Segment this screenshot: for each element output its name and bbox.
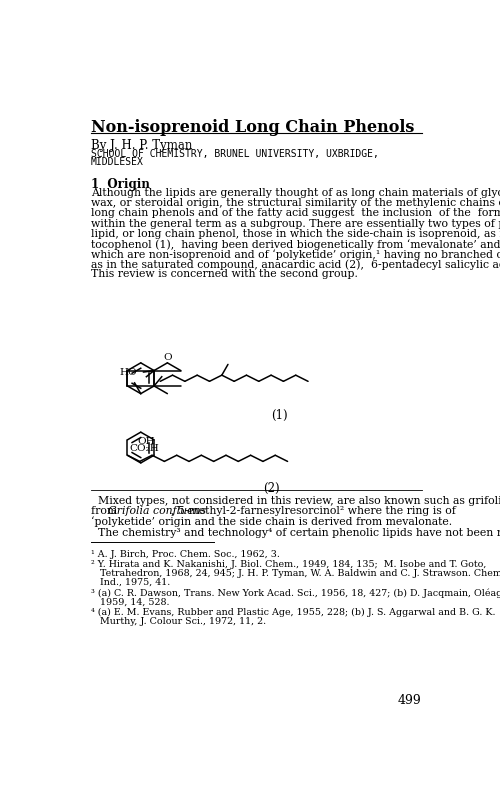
Text: ¹ A. J. Birch, Proc. Chem. Soc., 1962, 3.: ¹ A. J. Birch, Proc. Chem. Soc., 1962, 3…	[90, 550, 280, 559]
Text: , 5-methyl-2-farnesylresorcinol² where the ring is of: , 5-methyl-2-farnesylresorcinol² where t…	[171, 506, 456, 516]
Text: 1959, 14, 528.: 1959, 14, 528.	[90, 597, 169, 607]
Text: which are non-isoprenoid and of ‘polyketide’ origin,¹ having no branched chains,: which are non-isoprenoid and of ‘polyket…	[90, 249, 500, 260]
Text: This review is concerned with the second group.: This review is concerned with the second…	[90, 270, 358, 279]
Text: ‘polyketide’ origin and the side chain is derived from mevalonate.: ‘polyketide’ origin and the side chain i…	[90, 517, 452, 527]
Text: lipid, or long chain phenol, those in which the side-chain is isoprenoid, as in : lipid, or long chain phenol, those in wh…	[90, 228, 500, 239]
Text: OH: OH	[137, 437, 154, 446]
Text: tocophenol (1),  having been derived biogenetically from ‘mevalonate’ and those: tocophenol (1), having been derived biog…	[90, 239, 500, 249]
Text: Although the lipids are generally thought of as long chain materials of glycerid: Although the lipids are generally though…	[90, 188, 500, 198]
Text: ² Y. Hirata and K. Nakanishi, J. Biol. Chem., 1949, 184, 135;  M. Isobe and T. G: ² Y. Hirata and K. Nakanishi, J. Biol. C…	[90, 561, 486, 569]
Text: Tetrahedron, 1968, 24, 945; J. H. P. Tyman, W. A. Baldwin and C. J. Strawson. Ch: Tetrahedron, 1968, 24, 945; J. H. P. Tym…	[90, 569, 500, 578]
Text: SCHOOL OF CHEMISTRY, BRUNEL UNIVERSITY, UXBRIDGE,: SCHOOL OF CHEMISTRY, BRUNEL UNIVERSITY, …	[90, 149, 379, 159]
Text: Non-isoprenoid Long Chain Phenols: Non-isoprenoid Long Chain Phenols	[90, 119, 414, 136]
Text: within the general term as a subgroup. There are essentially two types of phenol: within the general term as a subgroup. T…	[90, 219, 500, 228]
Text: ³ (a) C. R. Dawson, Trans. New York Acad. Sci., 1956, 18, 427; (b) D. Jacqmain, : ³ (a) C. R. Dawson, Trans. New York Acad…	[90, 588, 500, 598]
Text: HO: HO	[120, 369, 137, 377]
Text: 1  Origin: 1 Origin	[90, 178, 150, 191]
Text: Grifolia confluens: Grifolia confluens	[108, 506, 206, 516]
Text: MIDDLESEX: MIDDLESEX	[90, 157, 144, 167]
Text: By J. H. P. Tyman: By J. H. P. Tyman	[90, 139, 192, 151]
Text: CO₂H: CO₂H	[130, 444, 160, 453]
Text: The chemistry³ and technology⁴ of certain phenolic lipids have not been re-: The chemistry³ and technology⁴ of certai…	[90, 528, 500, 538]
Text: Mixed types, not considered in this review, are also known such as grifolin: Mixed types, not considered in this revi…	[90, 496, 500, 506]
Text: from: from	[90, 506, 120, 516]
Text: wax, or steroidal origin, the structural similarity of the methylenic chains of : wax, or steroidal origin, the structural…	[90, 198, 500, 208]
Text: (2): (2)	[264, 482, 280, 495]
Text: (1): (1)	[271, 409, 287, 422]
Text: Ind., 1975, 41.: Ind., 1975, 41.	[90, 578, 170, 587]
Text: ⁴ (a) E. M. Evans, Rubber and Plastic Age, 1955, 228; (b) J. S. Aggarwal and B. : ⁴ (a) E. M. Evans, Rubber and Plastic Ag…	[90, 608, 495, 617]
Text: as in the saturated compound, anacardic acid (2),  6-pentadecyl salicylic acid.: as in the saturated compound, anacardic …	[90, 259, 500, 270]
Text: Murthy, J. Colour Sci., 1972, 11, 2.: Murthy, J. Colour Sci., 1972, 11, 2.	[90, 616, 266, 625]
Text: O: O	[163, 353, 172, 362]
Text: long chain phenols and of the fatty acid suggest  the inclusion  of the  former: long chain phenols and of the fatty acid…	[90, 208, 500, 219]
Text: 499: 499	[398, 694, 422, 707]
